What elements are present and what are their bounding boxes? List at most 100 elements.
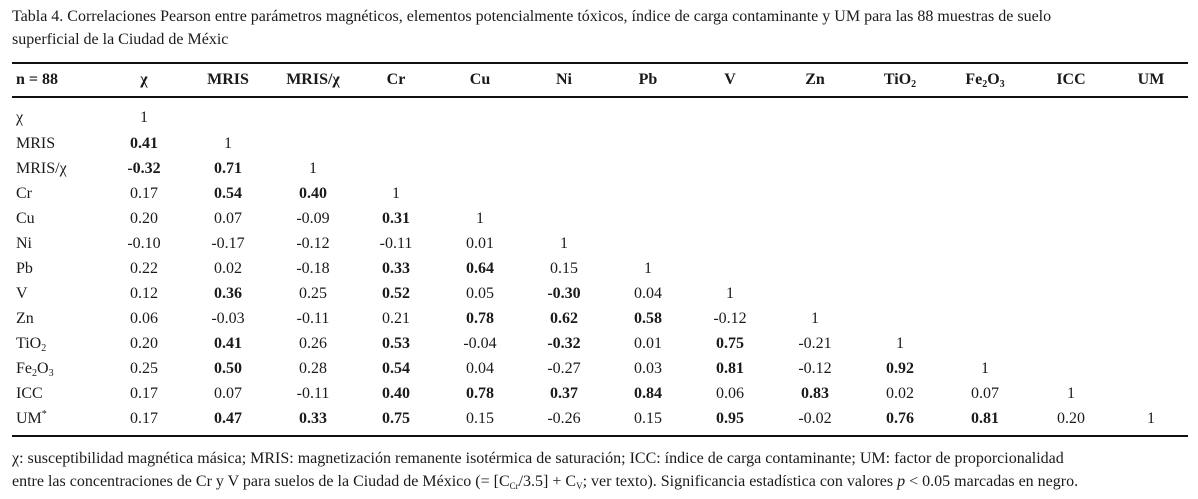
empty-cell: [608, 231, 688, 256]
empty-cell: [608, 206, 688, 231]
empty-cell: [1114, 256, 1188, 281]
empty-cell: [688, 206, 772, 231]
empty-cell: [688, 156, 772, 181]
empty-cell: [858, 306, 942, 331]
correlation-cell: 1: [392, 184, 400, 202]
table-caption: Tabla 4. Correlaciones Pearson entre par…: [12, 5, 1188, 51]
table-row: Pb 0.22 0.02 -0.18 0.33 0.64 0.15 1: [12, 256, 1188, 281]
correlation-cell: 0.40: [299, 184, 327, 202]
correlation-cell: 0.28: [299, 359, 327, 377]
correlation-cell: 1: [1067, 384, 1075, 402]
correlation-cell: 0.26: [299, 334, 327, 352]
empty-cell: [688, 181, 772, 206]
correlation-cell: 0.25: [299, 284, 327, 302]
column-header: ICC: [1028, 62, 1114, 98]
header-sample-size: n = 88: [12, 62, 106, 98]
correlation-cell: -0.03: [211, 309, 245, 327]
empty-cell: [1114, 131, 1188, 156]
correlation-cell: 0.07: [214, 384, 242, 402]
empty-cell: [1028, 156, 1114, 181]
empty-cell: [858, 256, 942, 281]
table-row: Zn 0.06 -0.03 -0.11 0.21 0.78 0.62 0.58 -0.12 1: [12, 306, 1188, 331]
table-row: Fe2O3 0.25 0.50 0.28 0.54 0.04 -0.27 0.03 0.81 -0…: [12, 356, 1188, 381]
empty-cell: [1114, 181, 1188, 206]
correlation-cell: 1: [140, 108, 148, 126]
correlation-cell: 0.04: [634, 284, 662, 302]
empty-cell: [772, 206, 858, 231]
empty-cell: [1114, 97, 1188, 131]
correlation-cell: 0.41: [214, 334, 242, 352]
caption-line-2: superficial de la Ciudad de Méxic: [12, 31, 229, 48]
correlation-cell: -0.11: [296, 384, 330, 402]
correlation-cell: 0.17: [130, 184, 158, 202]
column-header: MRIS/χ: [274, 62, 352, 98]
empty-cell: [1114, 381, 1188, 406]
empty-cell: [1114, 281, 1188, 306]
row-label: V: [16, 284, 28, 302]
empty-cell: [942, 281, 1028, 306]
empty-cell: [1114, 206, 1188, 231]
empty-cell: [1028, 256, 1114, 281]
empty-cell: [440, 131, 520, 156]
row-label: Cr: [16, 184, 32, 202]
empty-cell: [1114, 156, 1188, 181]
correlation-cell: 0.83: [801, 384, 829, 402]
correlation-cell: 0.81: [716, 359, 744, 377]
empty-cell: [772, 181, 858, 206]
empty-cell: [858, 206, 942, 231]
empty-cell: [942, 131, 1028, 156]
row-label: Ni: [16, 234, 32, 252]
table-row: ICC 0.17 0.07 -0.11 0.40 0.78 0.37 0.84 0.06 0.83…: [12, 381, 1188, 406]
correlation-cell: 0.15: [608, 406, 688, 437]
footnote-subscript-v: V: [576, 481, 583, 491]
caption-line-1: Tabla 4. Correlaciones Pearson entre par…: [12, 8, 1052, 25]
header-row: n = 88 χ MRIS MRIS/χ Cr Cu Ni Pb V Zn TiO2 Fe2O3 ICC…: [12, 62, 1188, 98]
empty-cell: [942, 156, 1028, 181]
correlation-cell: -0.12: [296, 234, 330, 252]
correlation-cell: 0.75: [716, 334, 744, 352]
table-row: MRIS 0.41 1: [12, 131, 1188, 156]
table-row: UM* 0.17 0.47 0.33 0.75 0.15 -0.26 0.15 0.95 -0.0…: [12, 406, 1188, 437]
correlation-cell: 0.47: [182, 406, 274, 437]
correlation-cell: 0.71: [214, 159, 242, 177]
correlation-cell: 0.15: [550, 259, 578, 277]
correlation-cell: 1: [896, 334, 904, 352]
empty-cell: [1028, 331, 1114, 356]
table-row: Cu 0.20 0.07 -0.09 0.31 1: [12, 206, 1188, 231]
table-footnote: χ: susceptibilidad magnética másica; MRI…: [12, 447, 1192, 493]
empty-cell: [1028, 356, 1114, 381]
correlation-cell: 0.62: [550, 309, 578, 327]
correlation-cell: 0.53: [382, 334, 410, 352]
correlation-cell: 0.07: [214, 209, 242, 227]
correlation-cell: 1: [224, 134, 232, 152]
empty-cell: [182, 97, 274, 131]
empty-cell: [688, 256, 772, 281]
empty-cell: [352, 97, 440, 131]
correlation-cell: 0.06: [130, 309, 158, 327]
row-label: Zn: [16, 309, 34, 327]
correlation-cell: 0.25: [130, 359, 158, 377]
empty-cell: [440, 156, 520, 181]
empty-cell: [274, 131, 352, 156]
row-label: Cu: [16, 209, 35, 227]
correlation-cell: 0.41: [130, 134, 158, 152]
correlation-cell: 0.52: [382, 284, 410, 302]
empty-cell: [772, 131, 858, 156]
row-label: Pb: [16, 259, 33, 277]
empty-cell: [1028, 131, 1114, 156]
empty-cell: [942, 206, 1028, 231]
correlation-cell: 0.37: [550, 384, 578, 402]
column-header: Cu: [440, 62, 520, 98]
footnote-subscript-cr: Cr: [509, 481, 519, 491]
correlation-cell: 0.17: [106, 406, 182, 437]
row-label: TiO2: [16, 334, 47, 354]
footnote-p-symbol: p: [897, 473, 906, 490]
correlation-cell: 0.64: [466, 259, 494, 277]
correlation-cell: 0.84: [634, 384, 662, 402]
correlation-cell: 0.03: [634, 359, 662, 377]
column-header: Pb: [608, 62, 688, 98]
correlation-cell: 1: [309, 159, 317, 177]
table-row: V 0.12 0.36 0.25 0.52 0.05 -0.30 0.04 1: [12, 281, 1188, 306]
empty-cell: [942, 231, 1028, 256]
empty-cell: [942, 256, 1028, 281]
